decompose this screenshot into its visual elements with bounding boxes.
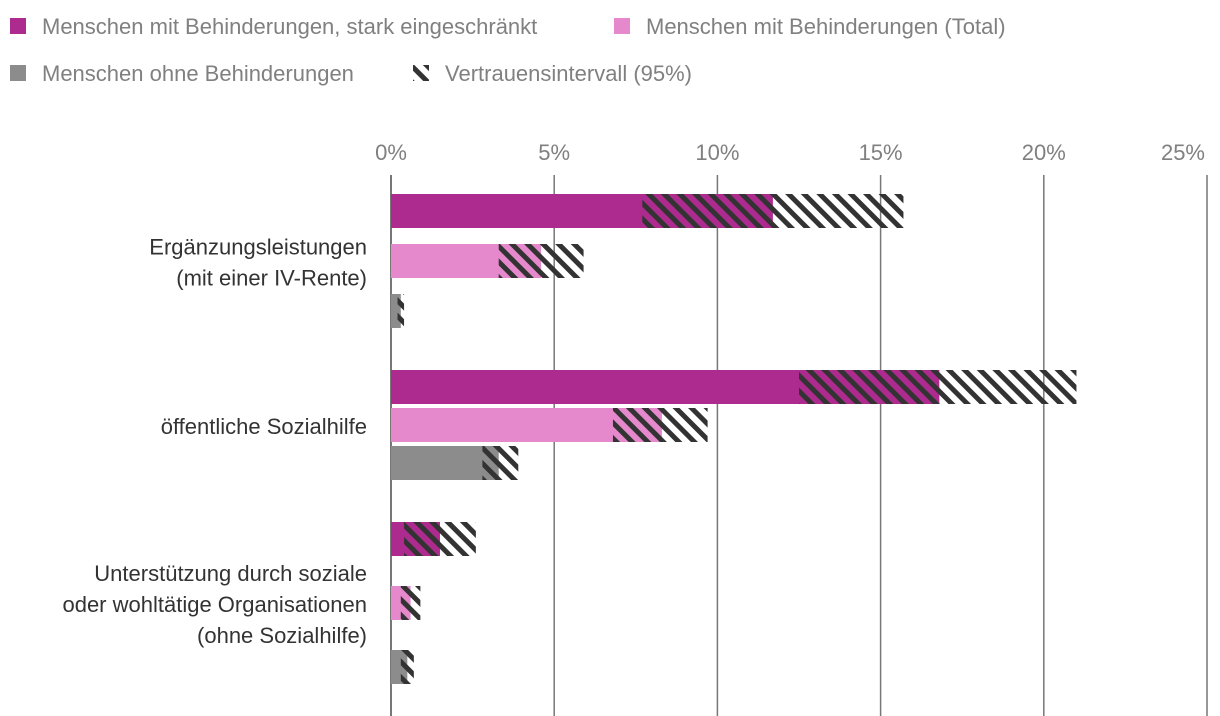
confidence-interval	[498, 244, 584, 278]
legend-swatch	[10, 18, 26, 34]
confidence-interval	[612, 408, 708, 442]
confidence-interval	[799, 370, 1077, 404]
bars	[391, 194, 1077, 684]
confidence-interval	[397, 294, 405, 328]
bar-group	[391, 370, 1077, 404]
legend-swatch	[413, 65, 429, 81]
bar-group	[391, 586, 421, 620]
legend-item: Vertrauensintervall (95%)	[413, 61, 692, 86]
category-label: (ohne Sozialhilfe)	[197, 623, 367, 648]
x-tick-label: 10%	[695, 140, 739, 165]
bar-group	[391, 244, 584, 278]
legend-label: Menschen ohne Behinderungen	[42, 61, 354, 86]
confidence-interval	[404, 522, 476, 556]
bar-group	[391, 408, 708, 442]
bar-group	[391, 194, 904, 228]
x-tick-label: 25%	[1161, 140, 1205, 165]
confidence-interval	[400, 586, 421, 620]
category-label: (mit einer IV-Rente)	[176, 266, 367, 291]
legend-swatch	[614, 18, 630, 34]
x-axis-ticks: 0% 5% 10% 15% 20% 25%	[375, 140, 1205, 165]
confidence-interval	[482, 446, 519, 480]
legend-label: Vertrauensintervall (95%)	[445, 61, 692, 86]
legend: Menschen mit Behinderungen, stark einges…	[10, 14, 1006, 86]
x-tick-label: 15%	[859, 140, 903, 165]
category-label: Ergänzungsleistungen	[149, 235, 367, 260]
legend-item: Menschen mit Behinderungen, stark einges…	[10, 14, 537, 39]
x-tick-label: 20%	[1022, 140, 1066, 165]
legend-label: Menschen mit Behinderungen, stark einges…	[42, 14, 537, 39]
bar-group	[391, 522, 476, 556]
category-label: oder wohltätige Organisationen	[62, 592, 367, 617]
legend-swatch	[10, 65, 26, 81]
confidence-interval	[400, 650, 414, 684]
bar	[391, 446, 499, 480]
x-tick-label: 5%	[538, 140, 570, 165]
category-label: Unterstützung durch soziale	[94, 561, 367, 586]
bar-group	[391, 294, 405, 328]
x-tick-label: 0%	[375, 140, 407, 165]
bar-group	[391, 650, 414, 684]
legend-item: Menschen ohne Behinderungen	[10, 61, 354, 86]
legend-item: Menschen mit Behinderungen (Total)	[614, 14, 1006, 39]
legend-label: Menschen mit Behinderungen (Total)	[646, 14, 1006, 39]
category-label: öffentliche Sozialhilfe	[161, 414, 367, 439]
y-axis-categories: Ergänzungsleistungen (mit einer IV-Rente)…	[62, 235, 367, 649]
bar	[391, 294, 401, 328]
bar-group	[391, 446, 519, 480]
confidence-interval	[642, 194, 904, 228]
